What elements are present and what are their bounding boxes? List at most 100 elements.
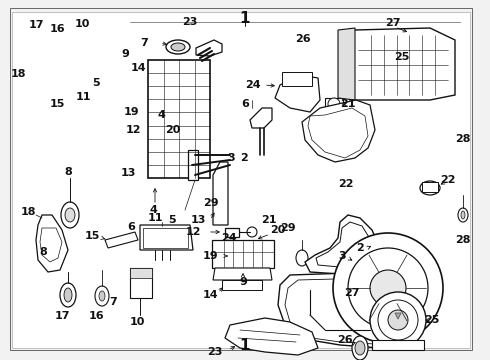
Ellipse shape	[355, 341, 365, 355]
Text: 22: 22	[440, 175, 456, 185]
Text: 16: 16	[50, 24, 66, 34]
Text: 27: 27	[344, 288, 360, 298]
Text: 19: 19	[202, 251, 218, 261]
Bar	[372, 340, 424, 350]
Ellipse shape	[247, 227, 257, 237]
Bar	[225, 228, 239, 237]
Polygon shape	[275, 75, 320, 112]
Text: 8: 8	[64, 167, 72, 177]
Text: 13: 13	[121, 168, 136, 178]
Text: 10: 10	[74, 19, 90, 30]
Bar	[282, 72, 312, 86]
Text: 9: 9	[121, 49, 129, 59]
Ellipse shape	[95, 286, 109, 306]
Polygon shape	[130, 268, 152, 278]
Ellipse shape	[352, 336, 368, 360]
Text: 13: 13	[190, 215, 206, 225]
Text: 7: 7	[109, 297, 117, 307]
Polygon shape	[213, 162, 228, 225]
Text: 23: 23	[182, 17, 198, 27]
Text: 5: 5	[92, 78, 99, 88]
Circle shape	[370, 292, 426, 348]
Ellipse shape	[328, 98, 340, 110]
Circle shape	[370, 270, 406, 306]
Ellipse shape	[420, 181, 440, 195]
Text: 20: 20	[165, 125, 180, 135]
Text: 2: 2	[240, 153, 248, 163]
Bar	[188, 150, 198, 180]
Circle shape	[333, 233, 443, 343]
Text: 25: 25	[394, 52, 410, 62]
Ellipse shape	[99, 291, 105, 301]
Text: 12: 12	[125, 125, 141, 135]
Polygon shape	[140, 225, 193, 250]
Text: 29: 29	[203, 198, 219, 208]
Text: 17: 17	[29, 20, 45, 30]
Bar	[222, 280, 262, 290]
Ellipse shape	[458, 208, 468, 222]
Text: 15: 15	[84, 231, 99, 241]
Text: 4: 4	[149, 205, 157, 215]
Ellipse shape	[65, 208, 75, 222]
Ellipse shape	[166, 40, 190, 54]
Text: 6: 6	[127, 222, 135, 232]
Polygon shape	[213, 268, 272, 280]
Text: 4: 4	[158, 110, 166, 120]
Polygon shape	[305, 215, 380, 275]
Text: 23: 23	[207, 347, 222, 357]
Bar	[212, 240, 274, 268]
Bar	[325, 98, 343, 110]
Text: 16: 16	[88, 311, 104, 321]
Polygon shape	[302, 100, 375, 162]
Polygon shape	[250, 108, 272, 128]
Text: 3: 3	[338, 251, 346, 261]
Text: 7: 7	[140, 38, 148, 48]
Text: 12: 12	[185, 227, 201, 237]
Polygon shape	[340, 28, 455, 100]
Text: 21: 21	[261, 215, 276, 225]
Text: 21: 21	[340, 99, 356, 109]
Polygon shape	[36, 215, 68, 272]
Text: 27: 27	[385, 18, 401, 28]
Ellipse shape	[64, 288, 72, 302]
Circle shape	[348, 248, 428, 328]
Polygon shape	[228, 248, 246, 266]
Polygon shape	[338, 28, 355, 100]
Text: 5: 5	[168, 215, 176, 225]
Text: 6: 6	[241, 99, 249, 109]
Polygon shape	[225, 318, 318, 355]
Text: 18: 18	[20, 207, 36, 217]
Text: 25: 25	[424, 315, 440, 325]
Text: 24: 24	[245, 80, 261, 90]
Text: 26: 26	[337, 335, 353, 345]
Text: 15: 15	[50, 99, 66, 109]
Text: 14: 14	[202, 290, 218, 300]
Text: 19: 19	[123, 107, 139, 117]
Ellipse shape	[61, 202, 79, 228]
Ellipse shape	[60, 283, 76, 307]
Text: 1: 1	[240, 10, 250, 26]
Text: 17: 17	[54, 311, 70, 321]
Circle shape	[388, 310, 408, 330]
Polygon shape	[278, 272, 410, 348]
Polygon shape	[196, 40, 222, 56]
Ellipse shape	[171, 43, 185, 51]
Polygon shape	[105, 232, 138, 248]
Text: 24: 24	[221, 233, 237, 243]
Text: 22: 22	[338, 179, 353, 189]
Text: 26: 26	[295, 34, 311, 44]
Text: 20: 20	[270, 225, 286, 235]
Circle shape	[378, 300, 418, 340]
Text: 28: 28	[455, 134, 471, 144]
Text: 9: 9	[239, 277, 247, 287]
Text: 18: 18	[11, 69, 26, 79]
Ellipse shape	[296, 250, 308, 266]
Bar	[130, 268, 152, 298]
Text: 14: 14	[130, 63, 146, 73]
Polygon shape	[395, 313, 401, 319]
Text: 3: 3	[227, 153, 235, 163]
Ellipse shape	[461, 211, 465, 219]
Text: 1: 1	[240, 338, 250, 353]
Text: 11: 11	[75, 92, 91, 102]
Text: 11: 11	[147, 213, 163, 223]
